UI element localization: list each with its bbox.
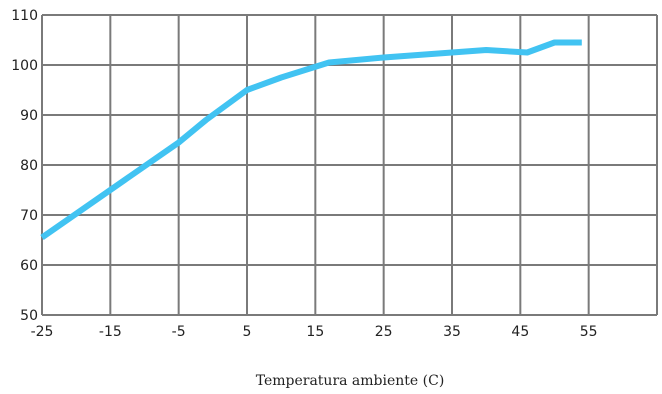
x-tick-label: 15 — [306, 324, 324, 340]
y-tick-label: 100 — [11, 58, 38, 74]
y-tick-label: 110 — [11, 8, 38, 24]
x-tick-label: -15 — [99, 324, 122, 340]
y-tick-label: 90 — [20, 108, 38, 124]
grid — [41, 14, 658, 316]
x-tick-label: -5 — [172, 324, 186, 340]
x-tick-label: 45 — [511, 324, 529, 340]
x-tick-label: 5 — [243, 324, 252, 340]
x-axis-title: Temperatura ambiente (C) — [256, 373, 445, 389]
x-tick-labels: -25 -15 -5 5 15 25 35 45 55 — [31, 324, 598, 340]
y-tick-label: 50 — [20, 308, 38, 324]
y-tick-label: 70 — [20, 208, 38, 224]
y-tick-labels: 50 60 70 80 90 100 110 — [11, 8, 38, 324]
x-tick-label: -25 — [31, 324, 54, 340]
x-tick-label: 25 — [375, 324, 393, 340]
series-lines — [40, 39, 582, 240]
series-line — [40, 39, 582, 240]
x-tick-label: 55 — [580, 324, 598, 340]
x-tick-label: 35 — [443, 324, 461, 340]
y-tick-label: 80 — [20, 158, 38, 174]
y-tick-label: 60 — [20, 258, 38, 274]
